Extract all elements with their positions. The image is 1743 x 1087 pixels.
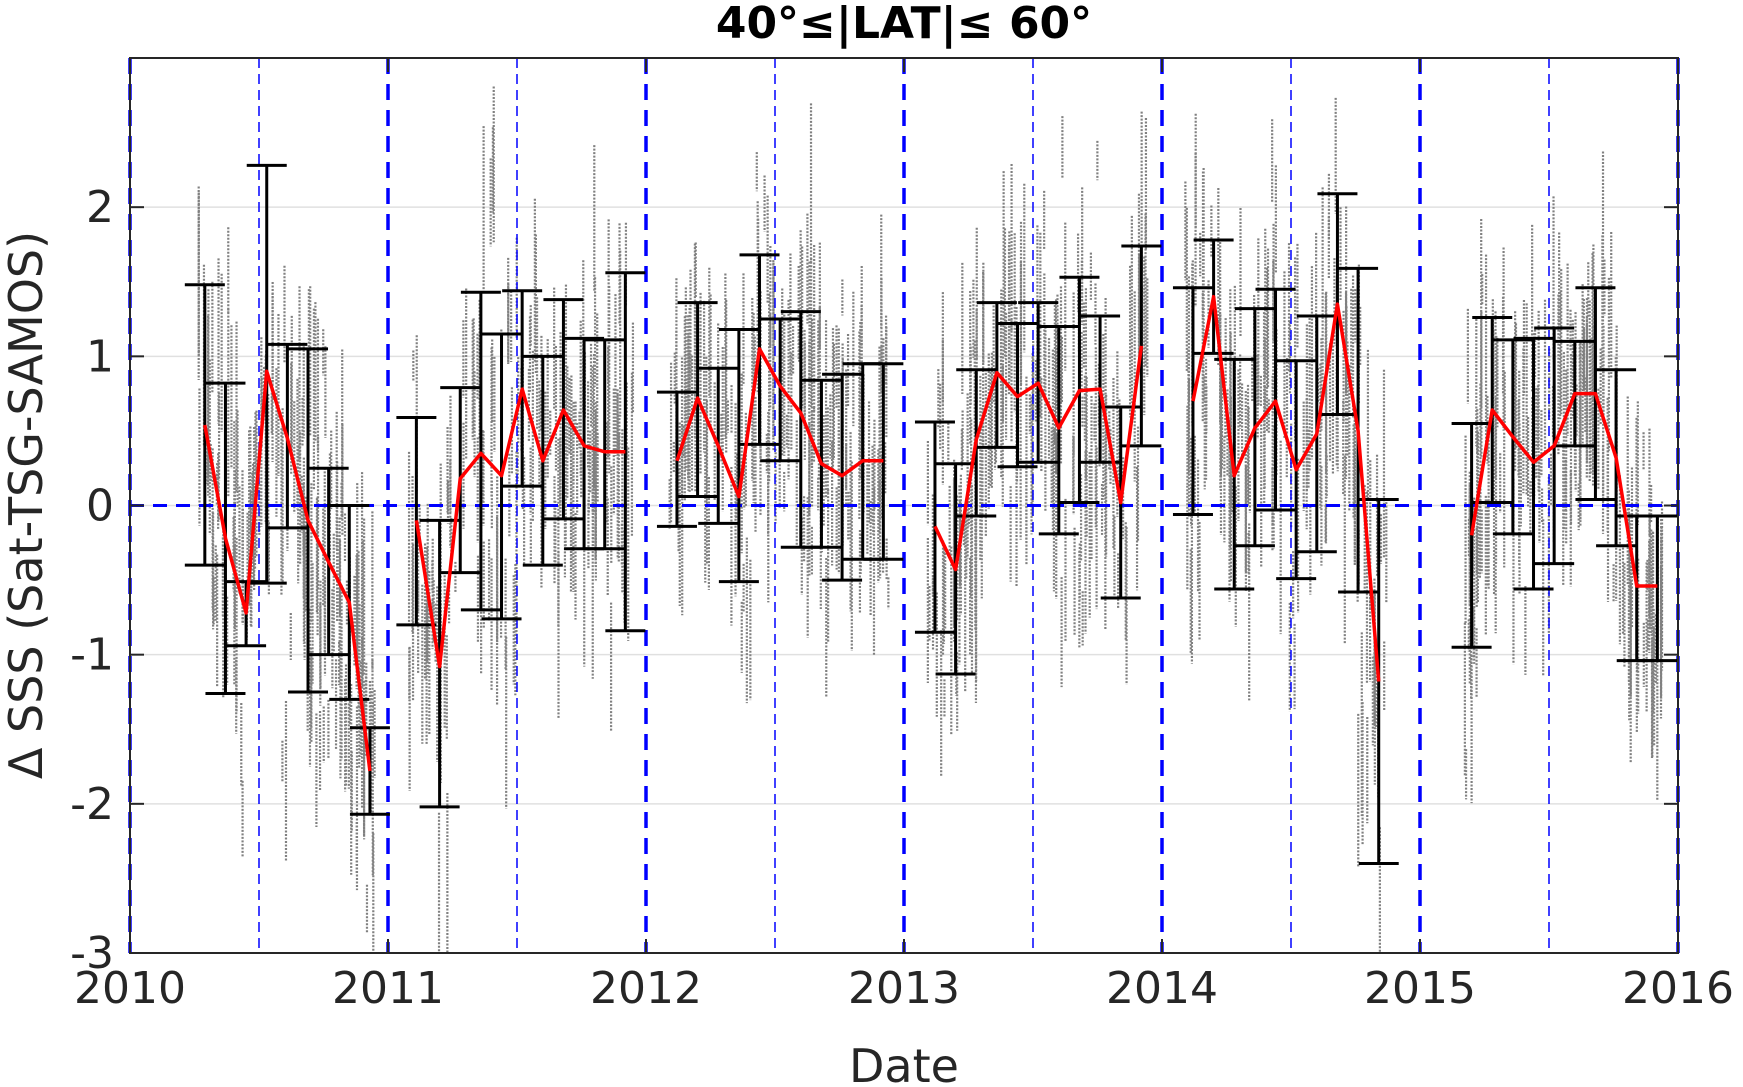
x-tick-label: 2013 — [848, 963, 960, 1014]
y-tick-label: 0 — [86, 481, 114, 532]
x-tick-label: 2016 — [1622, 963, 1734, 1014]
mean-line — [1191, 294, 1381, 682]
x-tick-label: 2012 — [590, 963, 702, 1014]
y-axis-label: Δ SSS (Sat-TSG-SAMOS) — [0, 231, 53, 779]
chart-title: 40°≤|LAT|≤ 60° — [716, 0, 1092, 49]
x-tick-label: 2014 — [1106, 963, 1218, 1014]
x-tick-label: 2010 — [74, 963, 186, 1014]
mean-line — [203, 369, 372, 772]
y-tick-label: -1 — [70, 630, 114, 681]
mean-line — [414, 387, 626, 669]
y-tick-label: 2 — [86, 182, 114, 233]
reference-lines — [128, 58, 1680, 953]
x-tick-label: 2015 — [1364, 963, 1476, 1014]
y-tick-label: -2 — [70, 779, 114, 830]
mean-line — [675, 347, 884, 499]
mean-line — [933, 345, 1144, 572]
y-tick-label: -3 — [70, 928, 114, 979]
mean-lines — [203, 294, 1658, 772]
y-tick-label: 1 — [86, 331, 114, 382]
x-tick-label: 2011 — [332, 963, 444, 1014]
axis-ticks: 2010 2011 2012 2013 2014 2015 2016 -3 -2 -1 0 1 2 — [70, 58, 1734, 1014]
x-axis-label: Date — [849, 1039, 959, 1087]
mean-line — [1469, 391, 1658, 588]
